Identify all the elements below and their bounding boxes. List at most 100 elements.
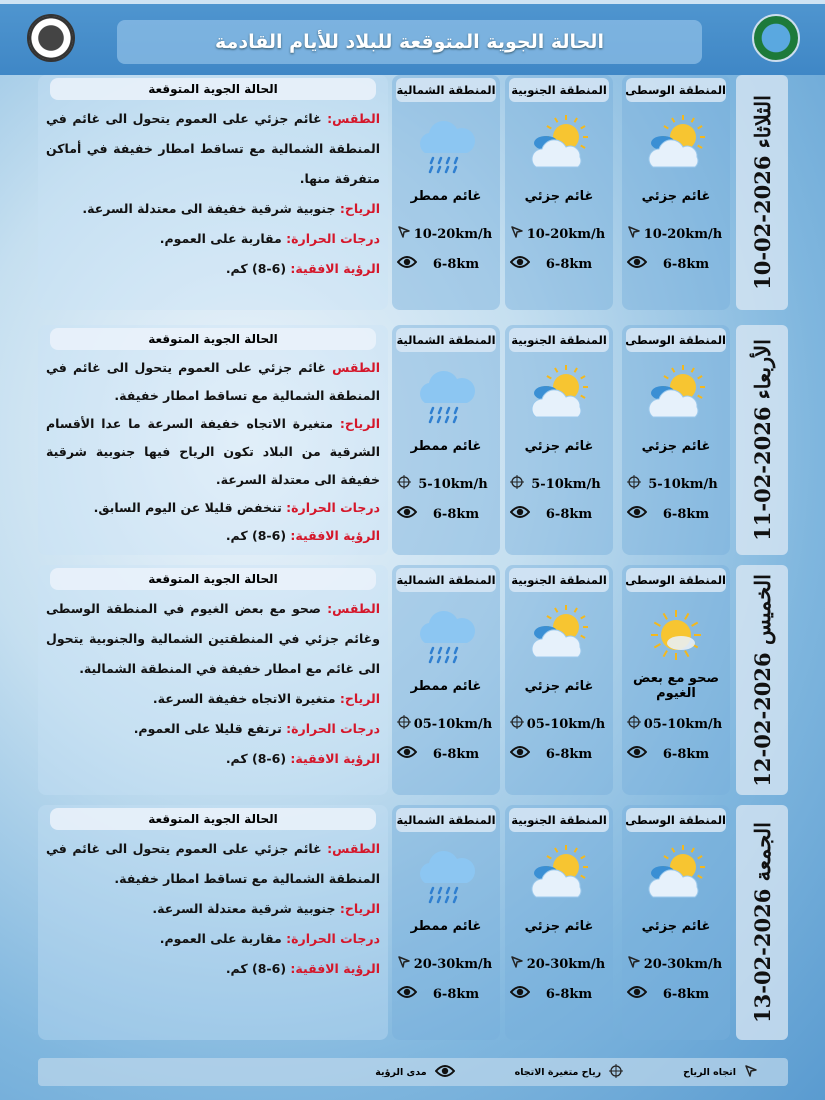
- legend: اتجاه الرياح رياح متغيرة الاتجاه مدى الر…: [38, 1058, 788, 1086]
- wind-speed: 5-10km/h: [505, 475, 613, 493]
- visibility: 6-8km: [392, 505, 500, 523]
- forecast-line: درجات الحرارة: مقاربة على العموم.: [46, 924, 380, 954]
- visibility-value: 6-8km: [662, 256, 710, 272]
- day-row: الأربعاء 2026-02-11 المنطقة الوسطى غائم …: [38, 325, 788, 555]
- wind-direction-icon: [744, 1064, 758, 1081]
- region-card: المنطقة الجنوبية غائم جزئي 10-20km/h 6-8…: [505, 75, 613, 310]
- forecast-text: جنوبية شرقية معتدلة السرعة.: [152, 901, 336, 916]
- mostly-sunny-icon: [622, 601, 730, 669]
- wind-speed: 5-10km/h: [622, 475, 730, 493]
- condition-label: غائم جزئي: [641, 918, 711, 934]
- visibility-value: 6-8km: [545, 746, 593, 762]
- visibility-icon: [396, 745, 418, 763]
- visibility-value: 6-8km: [432, 506, 480, 522]
- partly-cloudy-icon: [622, 841, 730, 909]
- region-card: المنطقة الوسطى صحو مع بعض الغيوم 05-10km…: [622, 565, 730, 795]
- wind-value: 10-20km/h: [413, 226, 493, 242]
- wind-speed: 5-10km/h: [392, 475, 500, 493]
- visibility-icon: [509, 985, 531, 1003]
- region-name: المنطقة الجنوبية: [509, 568, 609, 592]
- visibility: 6-8km: [622, 745, 730, 763]
- forecast-line: الرؤية الافقية: (6-8) كم.: [46, 254, 380, 284]
- partly-cloudy-icon: [622, 111, 730, 179]
- region-card: المنطقة الوسطى غائم جزئي 5-10km/h 6-8km: [622, 325, 730, 555]
- region-name: المنطقة الوسطى: [626, 78, 726, 102]
- wind-direction-icon: [397, 955, 411, 973]
- wind-speed: 10-20km/h: [505, 225, 613, 243]
- forecast-label: درجات الحرارة:: [286, 231, 380, 246]
- visibility-icon: [396, 505, 418, 523]
- visibility: 6-8km: [505, 505, 613, 523]
- region-name: المنطقة الشمالية: [396, 808, 496, 832]
- visibility: 6-8km: [505, 745, 613, 763]
- forecast-line: درجات الحرارة: مقاربة على العموم.: [46, 224, 380, 254]
- panel-heading: الحالة الجوية المتوقعة: [50, 568, 376, 590]
- region-name: المنطقة الوسطى: [626, 568, 726, 592]
- forecast-label: الرؤية الافقية:: [290, 751, 380, 766]
- forecast-label: الطقس: [332, 360, 380, 375]
- wind-speed: 05-10km/h: [622, 715, 730, 733]
- wind-value: 05-10km/h: [643, 716, 723, 732]
- date-label: الأربعاء 2026-02-11: [749, 339, 775, 541]
- variable-wind-icon: [627, 475, 641, 493]
- page-title: الحالة الجوية المتوقعة للبلاد للأيام الق…: [117, 20, 702, 64]
- visibility-icon: [509, 745, 531, 763]
- wind-speed: 10-20km/h: [622, 225, 730, 243]
- panel-heading: الحالة الجوية المتوقعة: [50, 808, 376, 830]
- legend-label: مدى الرؤية: [375, 1066, 427, 1078]
- day-row: الثلاثاء 2026-02-10 المنطقة الوسطى غائم …: [38, 75, 788, 310]
- variable-wind-icon: [609, 1063, 624, 1081]
- region-name: المنطقة الوسطى: [626, 328, 726, 352]
- variable-wind-icon: [627, 715, 641, 733]
- forecast-text: غائم جزئي على العموم يتحول الى غائم في ا…: [46, 360, 380, 403]
- legend-item: رياح متغيرة الاتجاه: [515, 1063, 624, 1081]
- partly-cloudy-icon: [622, 361, 730, 429]
- forecast-line: درجات الحرارة: تنخفض قليلا عن اليوم السا…: [46, 494, 380, 522]
- forecast-line: الرياح: متغيرة الاتجاه خفيفة السرعة.: [46, 684, 380, 714]
- wind-value: 20-30km/h: [526, 956, 606, 972]
- wind-value: 5-10km/h: [648, 476, 718, 492]
- day-date: الثلاثاء 2026-02-10: [736, 75, 788, 310]
- visibility: 6-8km: [505, 255, 613, 273]
- visibility-value: 6-8km: [432, 256, 480, 272]
- forecast-label: الرؤية الافقية:: [290, 528, 380, 543]
- forecast-line: الطقس: صحو مع بعض الغيوم في المنطقة الوس…: [46, 594, 380, 684]
- day-date: الخميس 2026-02-12: [736, 565, 788, 795]
- forecast-text: (6-8) كم.: [225, 751, 287, 766]
- partly-cloudy-icon: [505, 841, 613, 909]
- day-date: الجمعة 2026-02-13: [736, 805, 788, 1040]
- forecast-text-panel: الحالة الجوية المتوقعة الطقس: غائم جزئي ع…: [38, 75, 388, 310]
- condition-label: صحو مع بعض الغيوم: [632, 671, 720, 701]
- partly-cloudy-icon: [505, 111, 613, 179]
- visibility: 6-8km: [392, 255, 500, 273]
- visibility: 6-8km: [622, 255, 730, 273]
- forecast-label: الرياح:: [339, 416, 380, 431]
- condition-label: غائم جزئي: [641, 438, 711, 454]
- wind-direction-icon: [627, 955, 641, 973]
- forecast-line: الرؤية الافقية: (6-8) كم.: [46, 522, 380, 550]
- region-card: المنطقة الجنوبية غائم جزئي 5-10km/h 6-8k…: [505, 325, 613, 555]
- wind-value: 5-10km/h: [531, 476, 601, 492]
- forecast-label: درجات الحرارة:: [286, 721, 380, 736]
- visibility-icon: [626, 505, 648, 523]
- region-name: المنطقة الوسطى: [626, 808, 726, 832]
- wind-speed: 20-30km/h: [392, 955, 500, 973]
- forecast-label: الطقس:: [327, 111, 380, 126]
- forecast-text: صحو مع بعض الغيوم في المنطقة الوسطى وغائ…: [46, 601, 380, 676]
- variable-wind-icon: [397, 475, 411, 493]
- wind-direction-icon: [627, 225, 641, 243]
- forecast-text: مقاربة على العموم.: [159, 931, 282, 946]
- visibility-value: 6-8km: [545, 256, 593, 272]
- region-name: المنطقة الشمالية: [396, 328, 496, 352]
- forecast-label: الرؤية الافقية:: [290, 261, 380, 276]
- day-row: الخميس 2026-02-12 المنطقة الوسطى صحو مع …: [38, 565, 788, 795]
- rain-cloud-icon: [392, 601, 500, 669]
- visibility-value: 6-8km: [432, 746, 480, 762]
- visibility-icon: [396, 985, 418, 1003]
- forecast-label: الطقس:: [327, 601, 380, 616]
- region-card: المنطقة الجنوبية غائم جزئي 20-30km/h 6-8…: [505, 805, 613, 1040]
- forecast-text-panel: الحالة الجوية المتوقعة الطقس: صحو مع بعض …: [38, 565, 388, 795]
- condition-label: غائم ممطر: [410, 918, 482, 934]
- condition-label: غائم جزئي: [524, 438, 594, 454]
- partly-cloudy-icon: [505, 361, 613, 429]
